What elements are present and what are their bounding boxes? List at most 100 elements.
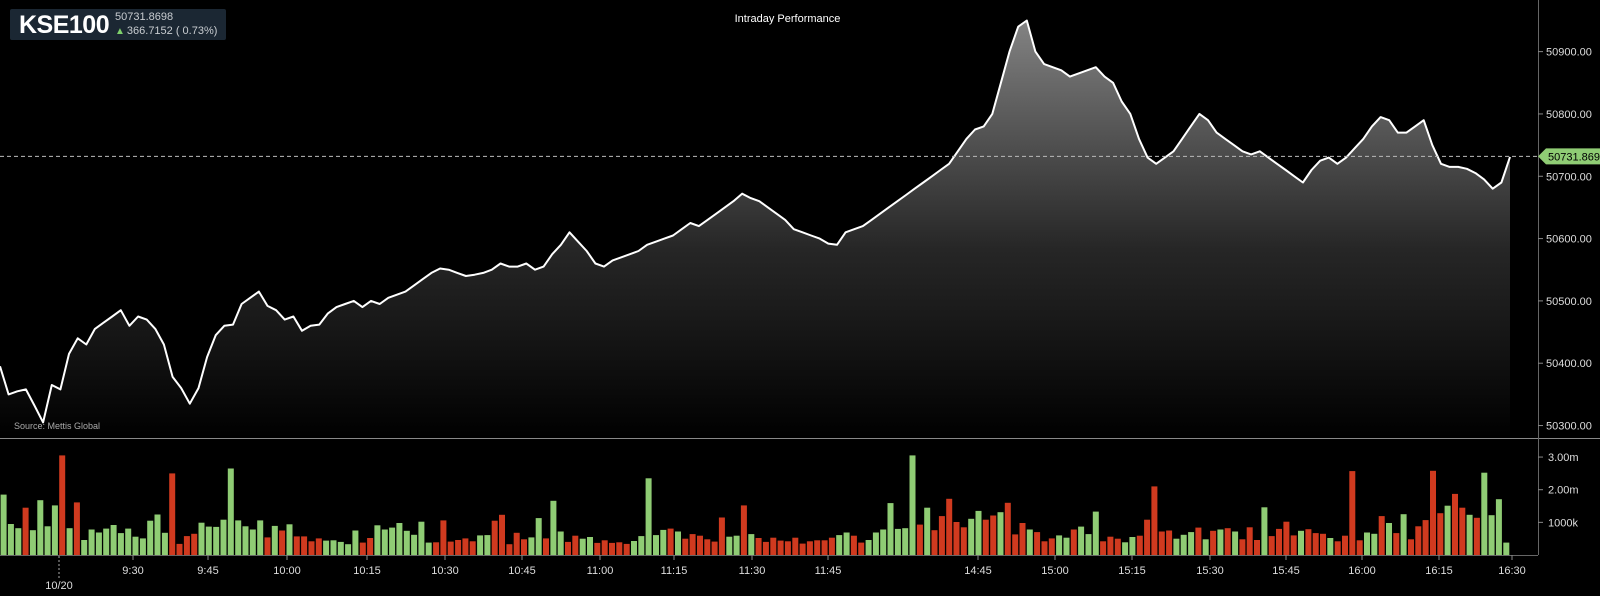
x-tick-label: 10:45: [508, 565, 536, 577]
volume-bar: [653, 535, 659, 555]
volume-bar: [1276, 528, 1282, 555]
volume-bar: [975, 510, 982, 555]
volume-bar: [909, 455, 916, 555]
x-tick-label: 16:00: [1348, 565, 1376, 577]
volume-bar: [792, 537, 799, 555]
volume-bar: [1437, 513, 1444, 555]
y-tick-label: 50500.00: [1546, 296, 1592, 308]
volume-bar: [477, 535, 484, 555]
volume-bar: [880, 529, 887, 555]
volume-bar: [616, 542, 623, 555]
volume-bar: [308, 541, 315, 555]
volume-bar: [403, 530, 410, 555]
volume-bar: [1327, 538, 1334, 555]
volume-bar: [1034, 532, 1041, 555]
volume-bar: [337, 541, 344, 555]
volume-bar: [755, 538, 762, 555]
y-tick-label: 50300.00: [1546, 421, 1592, 433]
volume-bar: [1334, 541, 1341, 555]
volume-bar: [1078, 526, 1085, 555]
x-tick-label: 15:15: [1118, 565, 1146, 577]
source-note: Source: Mettis Global: [14, 421, 101, 431]
volume-bar: [418, 521, 425, 555]
volume-bar: [521, 539, 527, 555]
x-tick-label: 11:30: [739, 565, 766, 577]
volume-bar: [872, 532, 879, 555]
volume-bar: [117, 533, 124, 555]
volume-bar: [828, 537, 835, 555]
volume-bar: [1342, 535, 1348, 555]
volume-bar: [73, 502, 80, 555]
volume-bar: [938, 516, 945, 555]
volume-bar: [850, 535, 857, 555]
volume-bar: [836, 535, 843, 555]
volume-bar: [535, 518, 542, 555]
x-tick-label: 11:15: [661, 565, 688, 577]
volume-tick-label: 3.00m: [1548, 452, 1579, 464]
volume-bar: [799, 543, 806, 555]
volume-bar: [528, 537, 535, 555]
volume-bar: [1400, 514, 1407, 555]
volume-bar: [301, 536, 308, 555]
volume-bar: [95, 532, 102, 555]
volume-bar: [1378, 516, 1385, 555]
volume-bar: [154, 514, 161, 555]
volume-bar: [733, 535, 740, 555]
symbol-name: KSE100: [19, 11, 110, 39]
volume-bar: [1173, 538, 1180, 555]
volume-bar: [609, 542, 615, 555]
y-tick-label: 50800.00: [1546, 109, 1592, 121]
volume-bar: [88, 529, 95, 555]
volume-bar: [103, 528, 110, 555]
volume-bar: [821, 540, 828, 555]
volume-bar: [667, 528, 674, 555]
volume-bar: [1026, 529, 1033, 555]
volume-bar: [1122, 542, 1129, 555]
volume-bar: [1136, 535, 1143, 555]
volume-bar: [902, 528, 909, 555]
date-label: 10/20: [45, 580, 73, 592]
volume-bar: [323, 540, 330, 555]
volume-bar: [1012, 534, 1019, 555]
volume-bar: [550, 500, 557, 555]
volume-bar: [1056, 535, 1063, 555]
volume-bar: [183, 536, 190, 555]
volume-bar: [1180, 534, 1187, 555]
volume-bar: [44, 526, 51, 555]
volume-bar: [1019, 523, 1026, 555]
volume-bar: [631, 541, 637, 555]
volume-bar: [1151, 486, 1158, 555]
volume-bar: [1048, 538, 1055, 555]
volume-bar: [257, 520, 264, 555]
volume-bar: [484, 535, 491, 555]
volume-bar: [506, 544, 513, 555]
volume-bar: [990, 515, 997, 555]
volume-bar: [352, 530, 359, 555]
volume-bar: [205, 526, 212, 555]
volume-bar: [704, 539, 711, 555]
volume-bar: [682, 538, 689, 555]
volume-bar: [1408, 539, 1414, 555]
volume-bar: [440, 520, 447, 555]
volume-bar: [594, 542, 601, 555]
volume-bar: [1305, 529, 1312, 555]
volume-bar: [1459, 507, 1466, 555]
x-tick-label: 10:30: [431, 565, 459, 577]
volume-bar: [220, 519, 227, 555]
volume-bar: [198, 522, 205, 555]
volume-bar: [1495, 499, 1502, 555]
volume-bar: [249, 529, 256, 555]
volume-bar: [579, 538, 586, 555]
volume-bar: [176, 543, 183, 555]
volume-bar: [433, 542, 440, 555]
volume-bar: [132, 536, 139, 555]
volume-bar: [1085, 534, 1092, 555]
volume-bar: [286, 524, 293, 555]
volume-bar: [0, 494, 7, 555]
volume-bar: [1063, 537, 1070, 555]
volume-bar: [1452, 493, 1458, 555]
y-tick-label: 50400.00: [1546, 358, 1592, 370]
volume-bar: [740, 505, 747, 555]
volume-bar: [315, 538, 322, 555]
